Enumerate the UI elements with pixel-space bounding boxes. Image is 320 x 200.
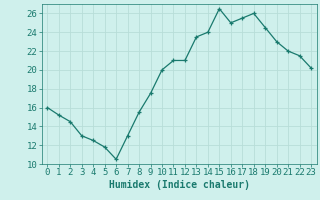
X-axis label: Humidex (Indice chaleur): Humidex (Indice chaleur) [109, 180, 250, 190]
